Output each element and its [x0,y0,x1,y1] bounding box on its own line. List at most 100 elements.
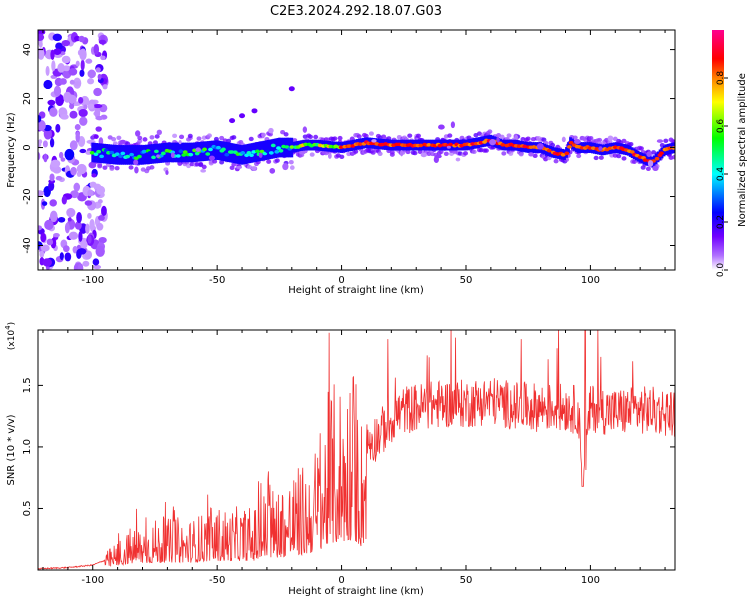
spectrogram-cell [438,124,445,130]
spectrogram-cell [147,151,153,155]
spectrogram-cell [264,140,268,160]
spectrogram-cell [78,231,83,242]
x-tick-label: 0 [338,275,344,286]
spectrogram-cell [87,78,95,85]
spectrogram-cell [96,185,106,195]
spectrogram-cell [135,145,138,165]
spectrogram-cell [200,169,207,173]
spectrogram-cell [568,141,574,145]
spectrogram-cell [64,252,72,262]
spectrogram-cell [553,158,559,164]
spectrogram-cell [100,55,106,61]
spectrogram-cell [645,166,651,171]
spectrogram-cell [69,103,75,110]
spectrogram-cell [44,219,54,230]
x-tick-label: -50 [209,575,225,586]
spectrogram-cell [224,141,228,162]
spectrogram-cell [561,136,566,143]
spectrogram-cell [178,149,184,154]
spectrogram-cell [69,110,78,119]
spectrogram-cell [483,148,489,153]
snr-scale-exponent: 4 [4,325,12,330]
spectrogram-cell [272,138,276,159]
snr-plot: -100 -50 0 50 100 0.5 1.0 1.5 Height of straig… [4,322,676,597]
spectrogram-cell [302,126,308,133]
spectrogram-cell [258,152,263,158]
spectrogram-cell [178,140,182,145]
spectrogram-cell [38,152,41,161]
spectrogram-cell [59,252,64,261]
spectrogram-cell [250,166,257,171]
x-tick-label: -100 [81,575,104,586]
spectrogram-plot: -100 -50 0 50 100 -40 -20 0 20 40 Height of stra… [6,29,676,296]
spectrogram-cell [160,151,166,156]
spectrogram-cell [153,143,156,164]
spectrogram-cell [84,250,93,260]
spectrogram-cell [55,93,65,106]
spectrogram-cell [313,134,319,140]
spectrogram-cell [50,49,55,60]
spectrogram-cell [593,155,599,161]
spectrogram-cell [76,211,82,224]
spectrogram-y-ticks: -40 -20 0 20 40 [22,43,675,254]
spectrogram-cell [78,108,88,118]
spectrogram-cell [39,250,45,258]
spectrogram-cell [142,137,148,142]
spectrogram-cell [96,222,104,231]
spectrogram-cell [631,159,637,164]
spectrogram-cell [399,150,404,157]
spectrogram-cell [43,153,48,163]
spectrogram-cell [97,199,103,204]
spectrogram-cell [53,48,62,55]
spectrogram-cell [89,181,97,188]
spectrogram-cell [646,151,652,158]
y-tick-label: -20 [22,188,33,204]
spectrogram-cell [156,154,160,158]
spectrogram-cell [49,173,55,182]
spectrogram-cell [74,124,81,131]
spectrogram-cell [111,137,117,142]
spectrogram-cell [450,121,456,129]
spectrogram-cell [377,151,383,156]
spectrogram-cell [192,142,196,163]
spectrogram-cell [663,138,669,144]
spectrogram-cell [76,163,87,175]
spectrogram-cell [38,225,43,231]
spectrogram-cell [588,135,594,141]
colorbar-tick-label: 0.6 [716,119,726,134]
spectrogram-cell [152,140,158,145]
spectrogram-cell [564,151,570,156]
spectrogram-cell [55,42,63,50]
spectrogram-cell [69,79,75,85]
spectrogram-cell [60,51,66,56]
spectrogram-cell [91,173,97,178]
y-tick-label: 40 [22,43,33,56]
spectrogram-cell [269,168,276,174]
spectrogram-cell [170,152,175,159]
spectrogram-cell [371,139,377,143]
spectrogram-cell [61,55,71,64]
spectrogram-cell [96,149,102,154]
spectrogram-cell [135,130,141,137]
spectrogram-cell [55,175,63,181]
colorbar-ticks: 0.0 0.2 0.4 0.6 0.8 [716,71,728,277]
spectrogram-cell [292,138,298,143]
x-tick-label: -100 [81,275,104,286]
spectrogram-cell [251,108,258,114]
spectrogram-cell [182,150,188,154]
spectrogram-cell [621,156,627,161]
spectrogram-cell [346,144,352,148]
colorbar-scale [712,30,724,270]
spectrogram-cell [95,67,101,73]
spectrogram-cell [85,58,93,64]
spectrogram-cell [278,148,284,153]
spectrogram-cell [201,164,207,170]
spectrogram-cell [268,139,272,160]
spectrogram-cell [125,141,131,146]
spectrogram-cell [64,222,70,234]
spectrogram-cell [638,146,644,151]
spectrogram-cell [567,145,572,149]
spectrogram-cell [46,238,54,246]
snr-scale-close: ) [7,322,17,326]
spectrogram-cell [288,86,295,92]
